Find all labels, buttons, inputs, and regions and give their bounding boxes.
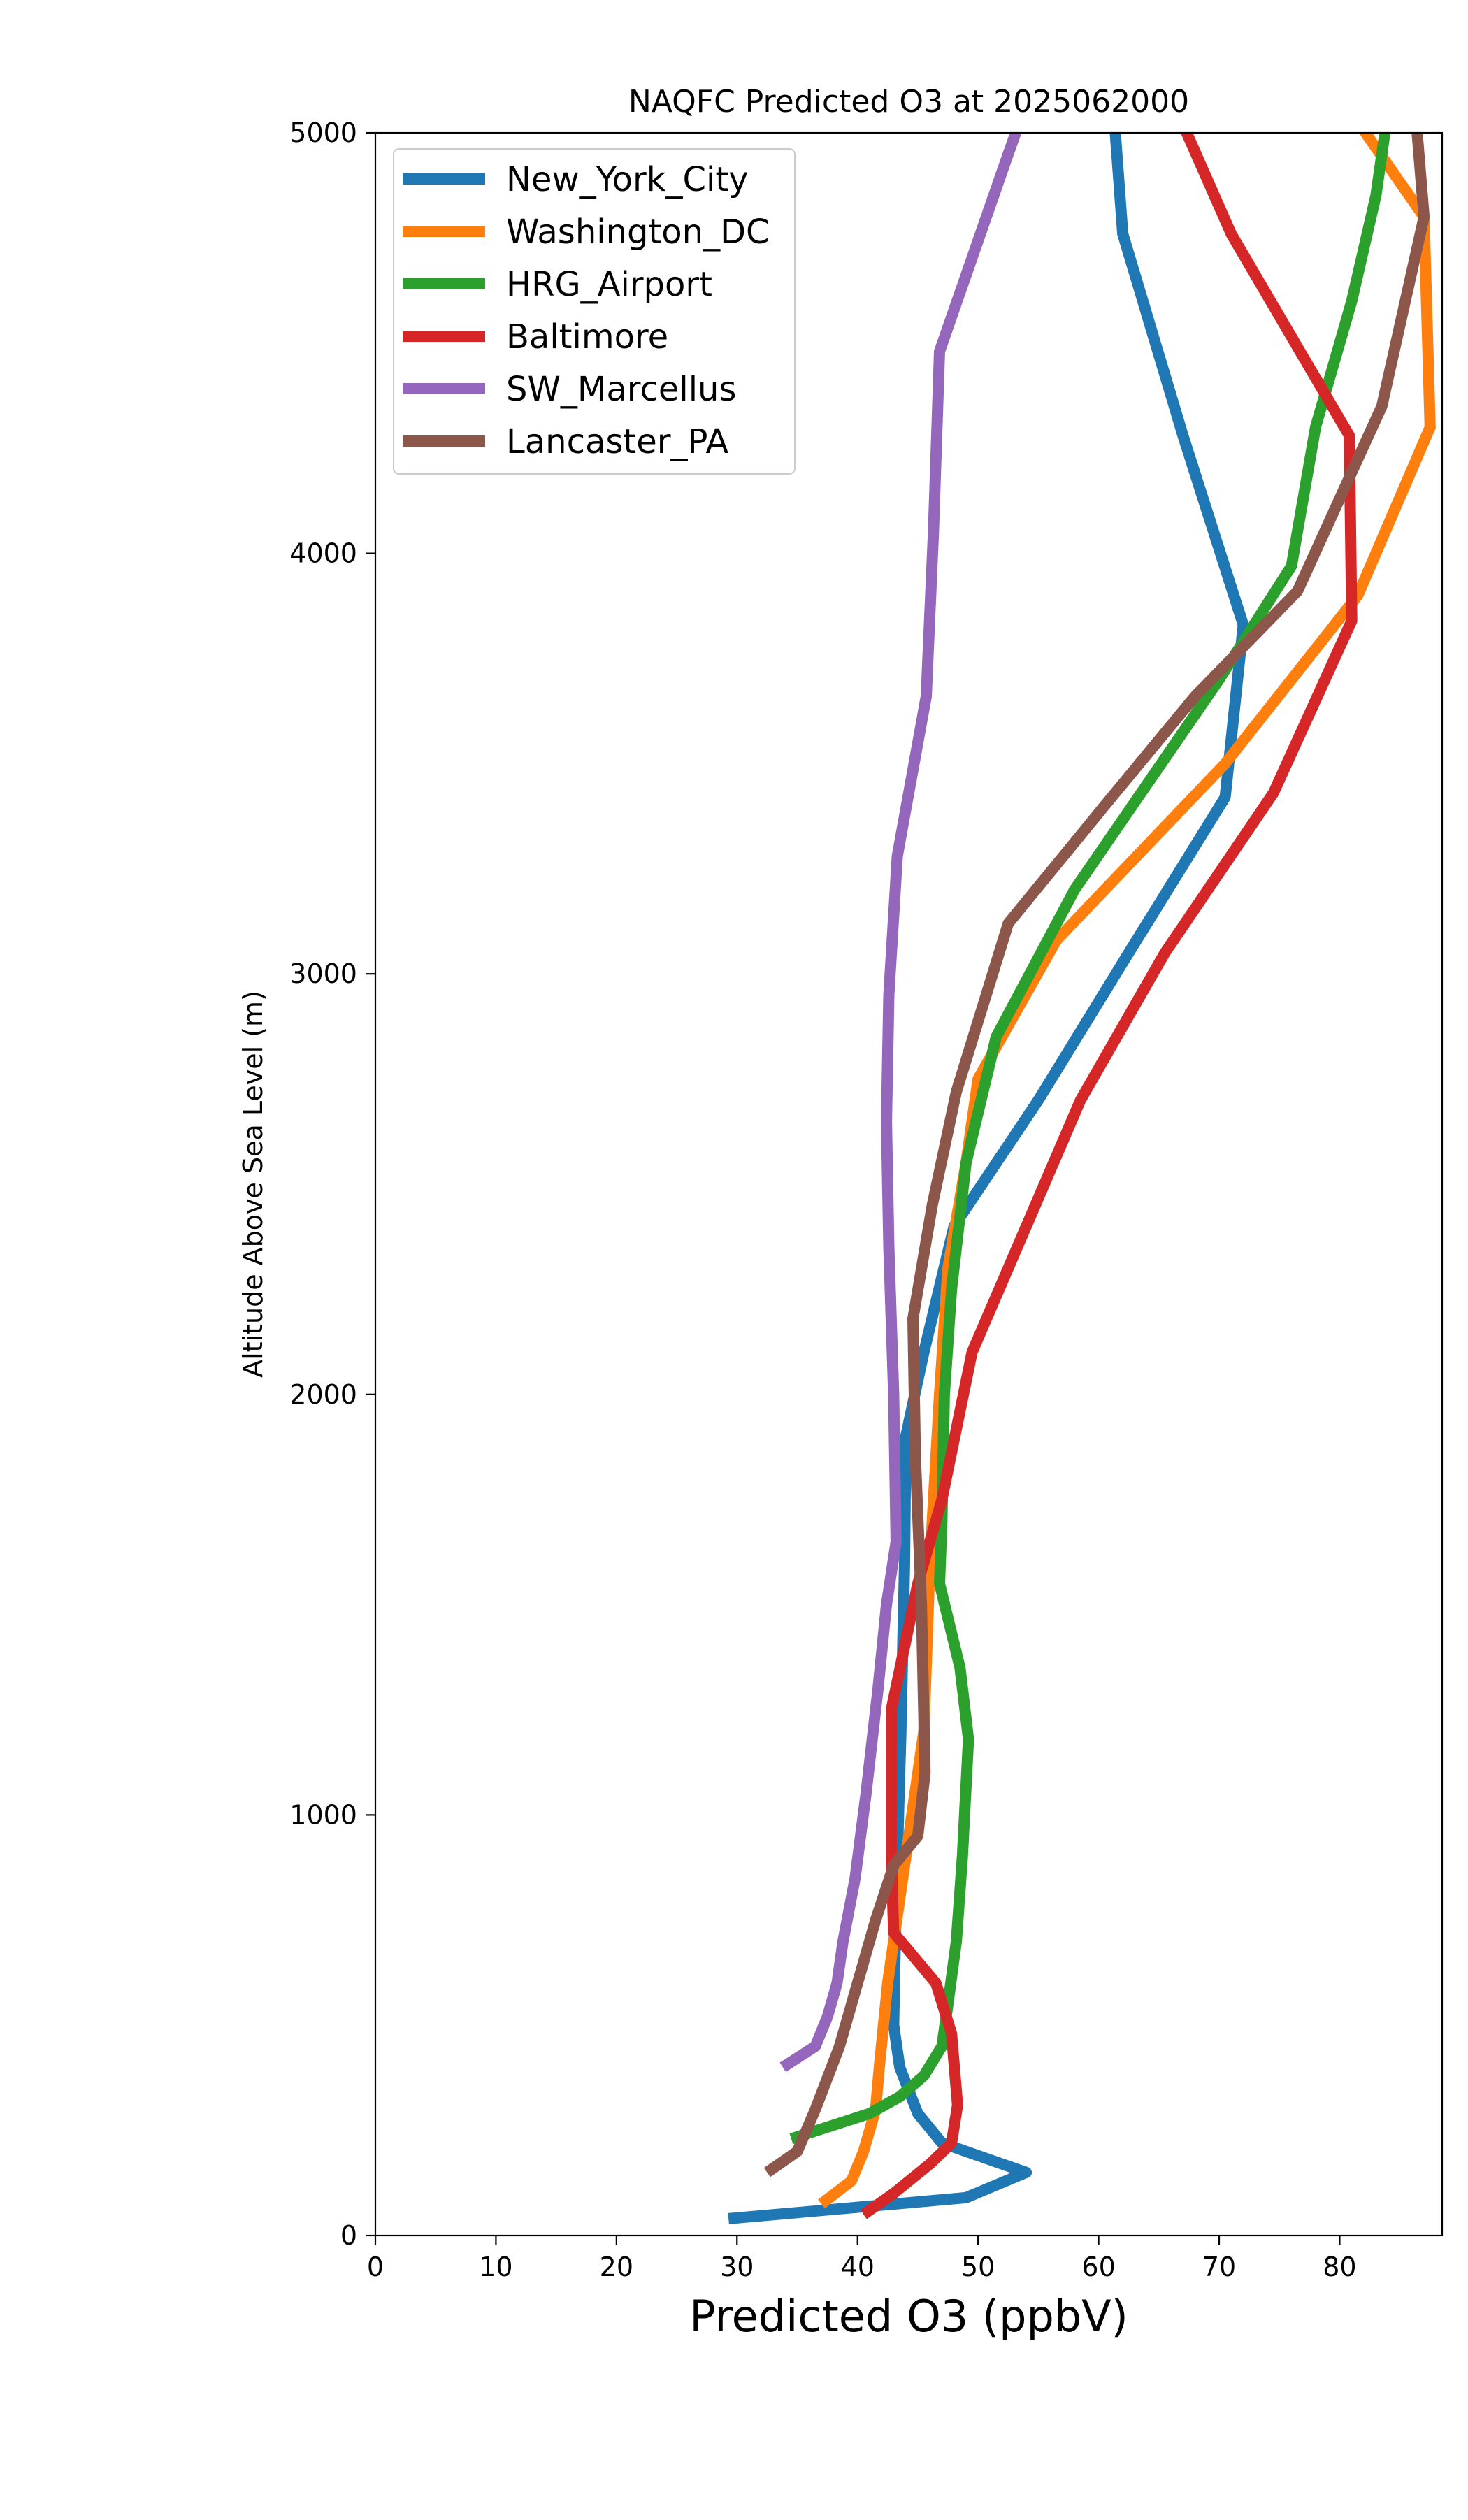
x-axis-label: Predicted O3 (ppbV) [689,2291,1128,2342]
series-line-Lancaster_PA [763,133,1430,2177]
x-tick-label: 20 [600,2252,633,2282]
x-tick-label: 80 [1323,2252,1356,2282]
x-tick-label: 50 [961,2252,995,2282]
y-tick-label: 0 [340,2220,357,2251]
legend-label-SW_Marcellus: SW_Marcellus [506,370,736,409]
y-tick-label: 3000 [289,958,357,989]
series-line-SW_Marcellus [779,133,1022,2073]
x-tick-label: 70 [1202,2252,1236,2282]
y-tick-label: 1000 [289,1799,357,1830]
x-tick-label: 60 [1081,2252,1115,2282]
legend-label-HRG_Airport: HRG_Airport [506,265,712,304]
y-axis: 0 1000 2000 3000 4000 5000 [289,117,375,2251]
plot-frame [374,131,1444,2237]
series-layer [728,133,1436,2224]
y-axis-label: Altitude Above Sea Level (m) [238,991,268,1378]
x-tick-label: 30 [720,2252,754,2282]
legend-label-Washington_DC: Washington_DC [506,213,770,252]
y-tick-label: 4000 [289,538,357,569]
x-tick-label: 40 [841,2252,875,2282]
y-tick-label: 5000 [289,117,357,148]
x-tick-label: 0 [367,2252,384,2282]
legend-box [393,148,796,475]
legend-label-New_York_City: New_York_City [506,160,749,199]
legend-label-Baltimore: Baltimore [506,317,668,357]
legend-label-Lancaster_PA: Lancaster_PA [506,422,728,461]
chart-title: NAQFC Predicted O3 at 2025062000 [628,84,1189,120]
y-tick-label: 2000 [289,1379,357,1410]
x-tick-label: 10 [479,2252,512,2282]
legend: New_York_City Washington_DC HRG_Airport Bal… [393,148,796,475]
series-line-HRG_Airport [789,133,1391,2145]
x-axis: 0 10 20 30 40 50 60 70 80 [367,2235,1357,2282]
